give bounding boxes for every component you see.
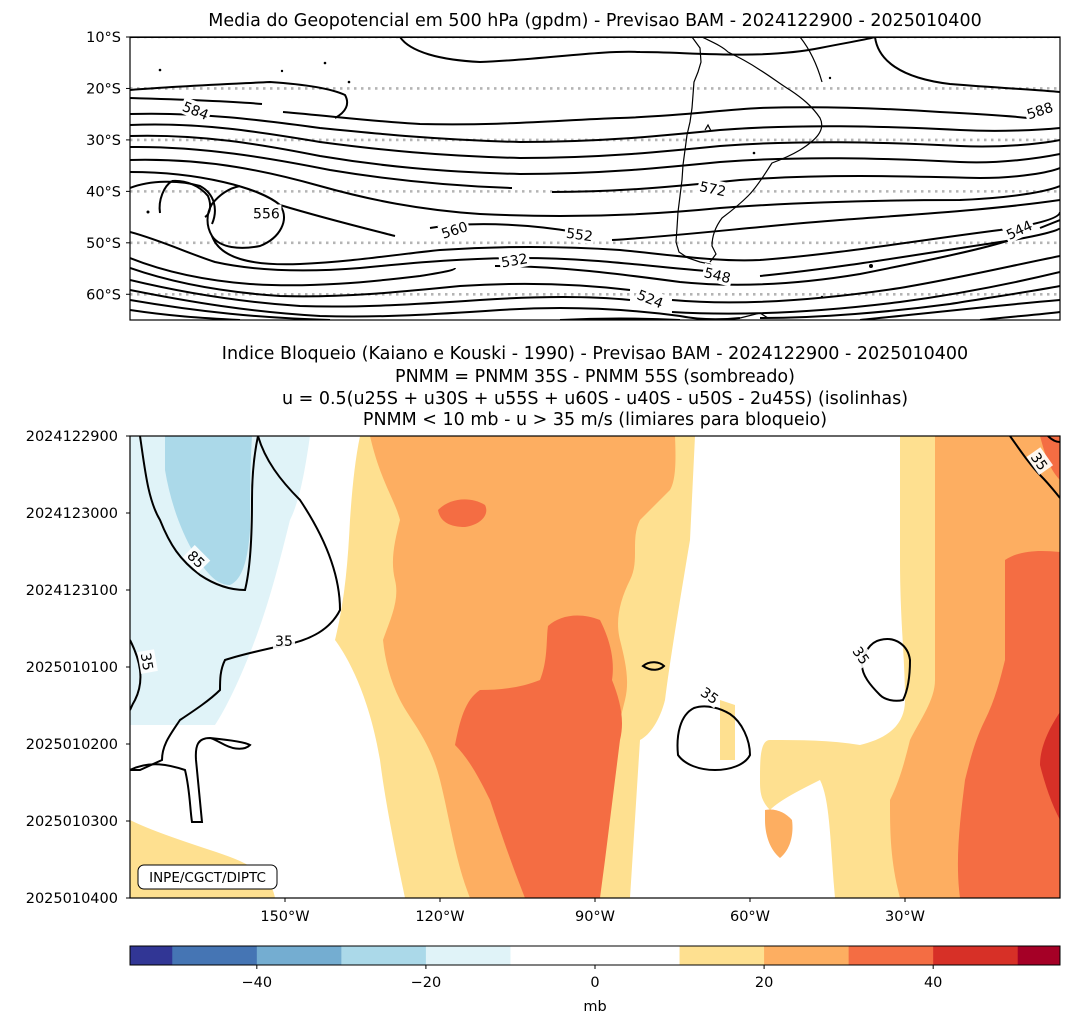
colorbar-ticks: −40 −20 0 20 40 [242, 965, 942, 991]
lat-tick-label: 30°S [86, 133, 121, 149]
credit-label: INPE/CGCT/DIPTC [149, 870, 266, 886]
lat-tick-label: 20°S [86, 81, 121, 97]
contour-label-knockout [1001, 215, 1037, 244]
contour-label-knockout [696, 176, 730, 200]
lon-tick-label: 60°W [730, 909, 770, 925]
contour-label: 556 [251, 204, 282, 222]
map-lat-axis: 10°S 20°S 30°S 40°S 50°S 60°S [86, 30, 130, 303]
colorbar-segment [933, 946, 1019, 965]
contour-label-knockout [563, 223, 596, 245]
isoline-label-text: 35 [275, 634, 293, 650]
contour-label: 548 [700, 262, 735, 287]
contour-label-text: 588 [1025, 100, 1055, 123]
contour-label: 560 [437, 216, 472, 243]
lon-tick-label: 30°W [885, 909, 925, 925]
heatmap-lon-axis: 150°W 120°W 90°W 60°W 30°W [260, 898, 925, 925]
colorbar-segment [425, 946, 511, 965]
contour-label-knockout [633, 284, 668, 312]
contour-label-text: 572 [698, 179, 727, 200]
lon-tick-label: 150°W [260, 909, 309, 925]
heatmap-title-line-3: u = 0.5(u25S + u30S + u55S + u60S - u40S… [282, 389, 908, 409]
colorbar-tick-label: 20 [755, 975, 773, 991]
lat-tick-label: 60°S [86, 287, 121, 303]
heatmap-title-line-4: PNMM < 10 mb - u > 35 m/s (limiares para… [363, 410, 827, 430]
isoline-label-knockout [272, 631, 295, 649]
latitude-gridlines [130, 37, 1060, 296]
isoline-label-text: 35 [137, 652, 156, 672]
lon-tick-label: 90°W [575, 909, 615, 925]
colorbar-label: mb [583, 999, 606, 1015]
heatmap-title-line-1: Indice Bloqueio (Kaiano e Kouski - 1990)… [222, 344, 968, 364]
time-tick-label: 2024122900 [26, 429, 118, 445]
heatmap-title: Indice Bloqueio (Kaiano e Kouski - 1990)… [222, 344, 968, 430]
colorbar-segment [764, 946, 850, 965]
isoline-label-knockout [696, 681, 724, 709]
contour-label-knockout [437, 216, 472, 243]
credit-box: INPE/CGCT/DIPTC [137, 864, 278, 890]
colorbar [130, 946, 1061, 965]
shade-negative [130, 436, 310, 725]
colorbar-segment [256, 946, 342, 965]
contour-label-text: 524 [635, 287, 666, 312]
heatmap-time-axis: 2024122900 2024123000 2024123100 2025010100… [26, 429, 130, 907]
colorbar-tick-label: 40 [924, 975, 942, 991]
isoline-label-knockout [1026, 447, 1054, 476]
contour-label-text: 548 [702, 265, 732, 287]
contour-label-text: 560 [440, 219, 470, 242]
isoline-label-knockout [137, 649, 158, 674]
map-frame [129, 36, 1061, 321]
contour-label-knockout [251, 204, 282, 222]
colorbar-segment [848, 946, 934, 965]
time-tick-label: 2025010200 [26, 737, 118, 753]
colorbar-tick-label: −20 [411, 975, 442, 991]
heatmap-title-line-2: PNMM = PNMM 35S - PNMM 55S (sombreado) [395, 367, 795, 387]
time-tick-label: 2025010400 [26, 891, 118, 907]
contour-label-knockout [700, 262, 735, 287]
map-title: Media do Geopotencial em 500 hPa (gpdm) … [208, 11, 981, 31]
colorbar-segment [341, 946, 427, 965]
contour-label-knockout [178, 96, 213, 124]
contour-label: 552 [563, 223, 596, 246]
time-tick-label: 2024123000 [26, 506, 118, 522]
isoline-label: 35 [272, 631, 295, 650]
contour-label-knockout [1022, 97, 1057, 123]
geopotential-isolines [130, 37, 1060, 320]
isoline-label-knockout [182, 545, 211, 573]
contour-label-knockout [498, 248, 531, 271]
contour-label-text: 556 [253, 206, 280, 222]
colorbar-tick-label: 0 [590, 975, 599, 991]
lon-tick-label: 120°W [415, 909, 464, 925]
isoline-label: 35 [137, 649, 158, 674]
contour-label-text: 552 [565, 226, 594, 246]
colorbar-segment [130, 946, 173, 965]
lat-tick-label: 50°S [86, 236, 121, 252]
contour-label: 532 [498, 248, 531, 271]
contour-label: 572 [696, 176, 730, 200]
lat-tick-label: 40°S [86, 184, 121, 200]
isoline-label-knockout [848, 641, 875, 670]
time-tick-label: 2024123100 [26, 583, 118, 599]
colorbar-tick-label: −40 [242, 975, 273, 991]
contour-label-text: 532 [500, 251, 529, 271]
colorbar-segment [1017, 946, 1061, 965]
time-tick-label: 2025010300 [26, 814, 118, 830]
colorbar-segment [510, 946, 681, 965]
contour-label: 524 [633, 284, 668, 312]
time-tick-label: 2025010100 [26, 660, 118, 676]
lat-tick-label: 10°S [86, 30, 121, 46]
colorbar-segment [679, 946, 765, 965]
wind-isolines [130, 436, 1060, 823]
contour-label-text: 584 [180, 99, 211, 124]
contour-label: 588 [1022, 97, 1057, 123]
colorbar-segment [172, 946, 258, 965]
